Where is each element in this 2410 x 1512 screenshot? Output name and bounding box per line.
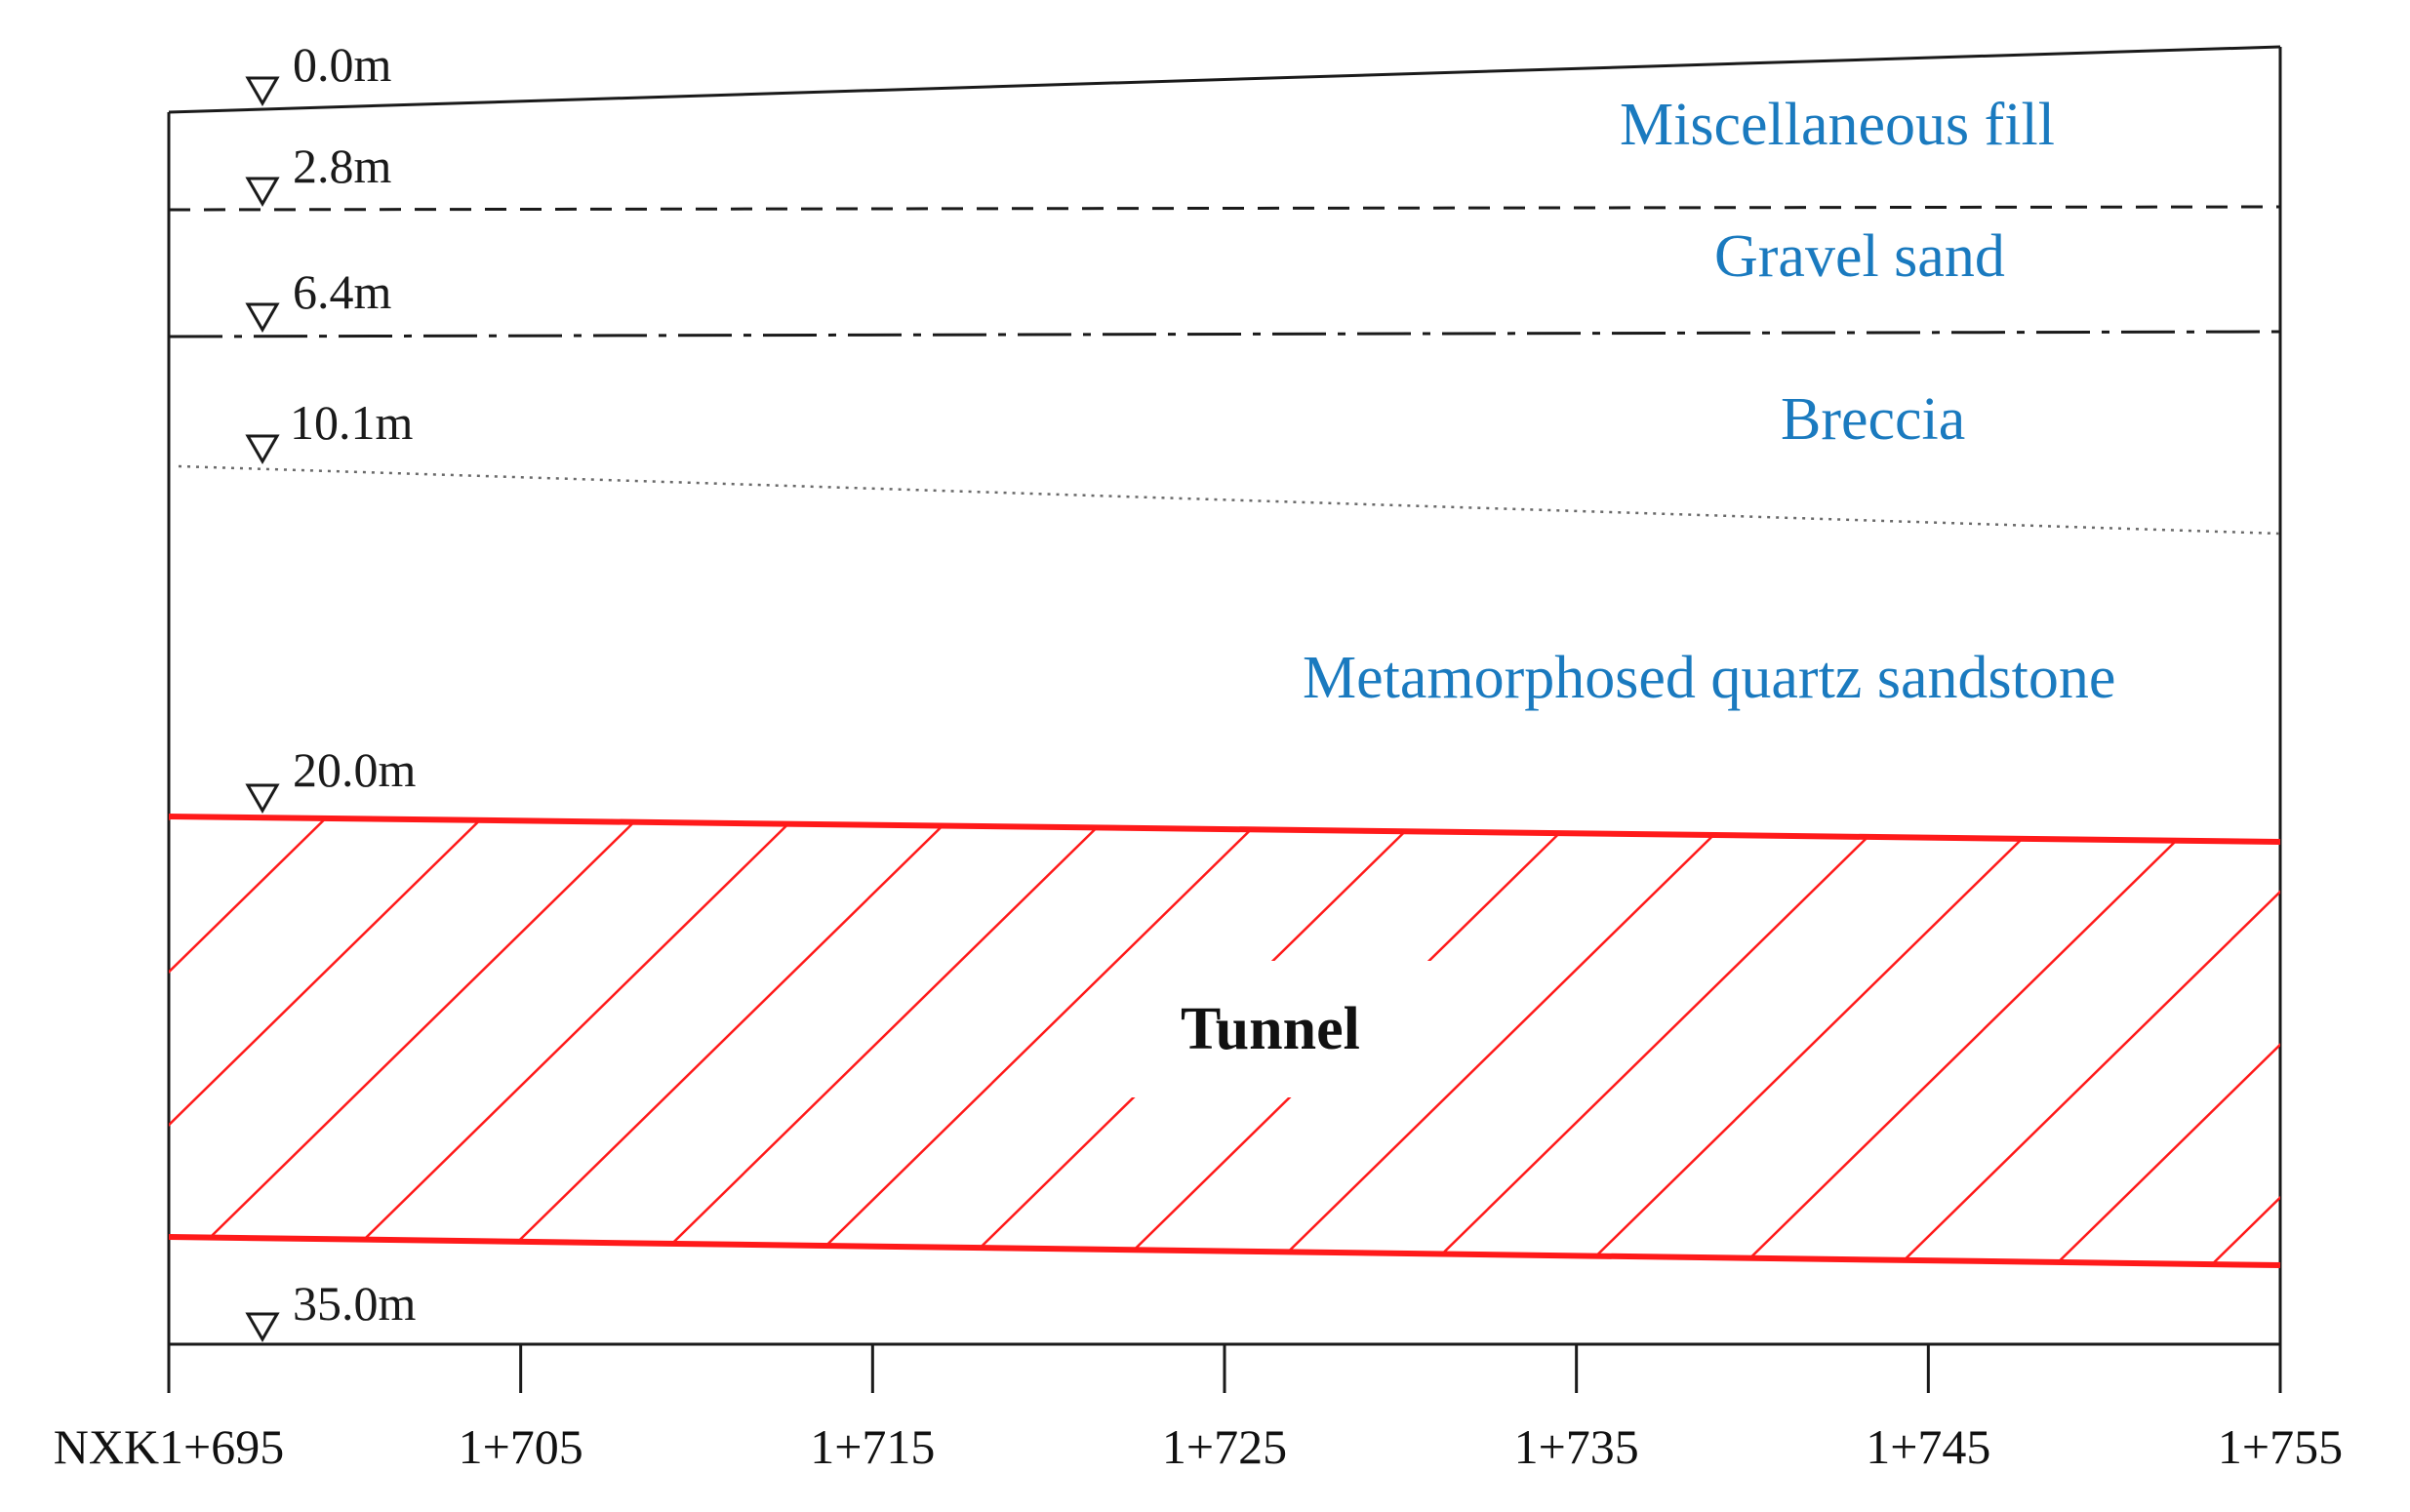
elevation-label: 6.4m <box>293 264 392 319</box>
elevation-label: 20.0m <box>293 742 417 797</box>
station-label: 1+715 <box>810 1419 935 1474</box>
tunnel-hatch-line <box>1417 816 1907 1265</box>
tunnel-hatch-line <box>1729 816 2219 1265</box>
elevation-marker: 35.0m <box>245 1276 417 1343</box>
gravel-breccia-boundary <box>168 330 2281 338</box>
elevation-marker: 0.0m <box>245 37 392 107</box>
tunnel-hatch-line <box>480 816 970 1265</box>
elevation-triangle-icon <box>245 1312 280 1343</box>
elevation-triangle-icon <box>245 302 280 334</box>
tunnel-hatch-line <box>0 800 32 1278</box>
tunnel-bottom-line <box>168 1234 2281 1268</box>
tunnel-hatch-line <box>169 816 502 1265</box>
ground-surface-line <box>168 45 2281 114</box>
station-label: 1+725 <box>1162 1419 1287 1474</box>
elevation-marker: 10.1m <box>245 395 414 465</box>
layer-label-breccia: Breccia <box>1781 386 1965 453</box>
elevation-label: 10.1m <box>290 395 414 450</box>
tunnel-hatch-line <box>2041 816 2280 1265</box>
elevation-marker: 2.8m <box>245 139 392 208</box>
elevation-triangle-icon <box>245 177 280 208</box>
tunnel-top-line <box>168 814 2281 845</box>
elevation-label: 0.0m <box>293 37 392 92</box>
tunnel-hatch-line <box>169 816 345 1265</box>
layer-label-miscellaneous-fill: Miscellaneous fill <box>1620 92 2055 158</box>
tunnel-hatch-line <box>1885 816 2280 1265</box>
elevation-marker: 6.4m <box>245 264 392 334</box>
elevation-label: 35.0m <box>293 1276 417 1331</box>
tunnel-label: Tunnel <box>1181 996 1360 1062</box>
station-label: 1+735 <box>1514 1419 1639 1474</box>
layer-label-metamorphosed-quartz-sandstone: Metamorphosed quartz sandstone <box>1303 645 2115 711</box>
tunnel-hatch-line <box>169 816 658 1265</box>
breccia-sandstone-boundary <box>178 464 2281 536</box>
tunnel-hatch-line <box>324 816 814 1265</box>
layer-label-gravel-sand: Gravel sand <box>1714 223 2005 290</box>
station-label: 1+705 <box>459 1419 583 1474</box>
elevation-label: 2.8m <box>293 139 392 193</box>
tunnel-label-mask <box>1122 961 1444 1097</box>
tunnel-hatch-line <box>636 816 1126 1265</box>
station-label: NXK1+695 <box>54 1419 285 1474</box>
fill-gravel-boundary <box>168 205 2281 212</box>
elevation-triangle-icon <box>245 76 280 107</box>
tunnel-hatch-line <box>1261 816 1750 1265</box>
station-axis: NXK1+695 1+705 1+715 1+725 1+735 1+745 1+755 <box>54 1342 2343 1474</box>
elevation-triangle-icon <box>245 783 280 815</box>
tunnel-band: Tunnel <box>0 800 2410 1278</box>
station-label: 1+755 <box>2218 1419 2343 1474</box>
tunnel-hatch-line <box>169 816 189 1265</box>
elevation-marker: 20.0m <box>245 742 417 815</box>
tunnel-hatch-line <box>792 816 1282 1265</box>
station-label: 1+745 <box>1866 1419 1990 1474</box>
elevation-triangle-icon <box>245 434 280 465</box>
tunnel-hatch-line <box>1573 816 2063 1265</box>
tunnel-hatch-line <box>2197 816 2280 1265</box>
tunnel-hatch-line <box>2354 800 2410 1278</box>
